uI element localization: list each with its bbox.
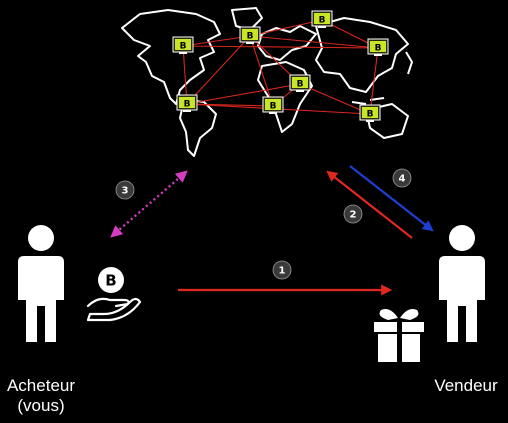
seller-figure	[439, 225, 485, 342]
node-symbol: B	[297, 80, 304, 90]
bitcoin-node-icon: B	[367, 38, 389, 56]
map-indonesia	[351, 97, 385, 105]
network-link	[249, 35, 274, 107]
bitcoin-hand-icon: B	[86, 267, 142, 322]
network-link	[249, 19, 323, 37]
network-link	[182, 45, 188, 105]
node-symbol: B	[184, 100, 191, 110]
step-3-arrow	[110, 170, 188, 238]
buyer-label: Acheteur (vous)	[0, 376, 82, 416]
step-2-badge: 2	[343, 204, 363, 224]
step-3-badge: 3	[115, 180, 135, 200]
buyer-label-line1: Acheteur	[6, 376, 76, 395]
node-symbol: B	[247, 32, 254, 42]
buyer-label-line2: (vous)	[17, 396, 65, 415]
bitcoin-node-icon: B	[262, 96, 284, 114]
network-link	[182, 35, 251, 47]
step-1-badge: 1	[272, 260, 292, 280]
step-1-number: 1	[279, 266, 286, 277]
map-north-america	[121, 9, 221, 105]
step-3-number: 3	[122, 186, 129, 197]
network-link	[186, 35, 251, 105]
step-2-number: 2	[350, 210, 357, 221]
network-nodes: B B B B B B B B	[172, 10, 389, 122]
bitcoin-node-icon: B	[176, 94, 198, 112]
map-south-america	[179, 99, 217, 157]
bitcoin-node-icon: B	[172, 36, 194, 54]
node-symbol: B	[180, 42, 187, 52]
node-symbol: B	[270, 102, 277, 112]
step-4-badge: 4	[392, 168, 412, 188]
map-australia	[365, 103, 409, 139]
bitcoin-node-icon: B	[289, 74, 311, 92]
step-2-arrow	[326, 170, 413, 239]
network-link	[299, 83, 371, 115]
bitcoin-node-icon: B	[311, 10, 333, 28]
world-map	[121, 7, 413, 157]
network-link	[186, 83, 301, 105]
map-asia	[315, 17, 409, 93]
network-link	[249, 35, 379, 49]
node-symbol: B	[375, 44, 382, 54]
bitcoin-node-icon: B	[359, 104, 381, 122]
step-4-number: 4	[399, 174, 406, 185]
bitcoin-node-icon: B	[239, 26, 261, 44]
buyer-figure	[18, 225, 64, 342]
map-greenland	[231, 7, 263, 31]
network-link	[182, 45, 379, 49]
step-4-arrow	[349, 165, 434, 232]
seller-label: Vendeur	[434, 376, 498, 395]
map-japan	[405, 51, 413, 75]
node-symbol: B	[319, 16, 326, 26]
map-europe	[257, 25, 317, 61]
network-link	[369, 47, 379, 115]
coin-symbol: B	[105, 272, 116, 290]
gift-box-icon	[374, 309, 424, 362]
node-symbol: B	[367, 110, 374, 120]
